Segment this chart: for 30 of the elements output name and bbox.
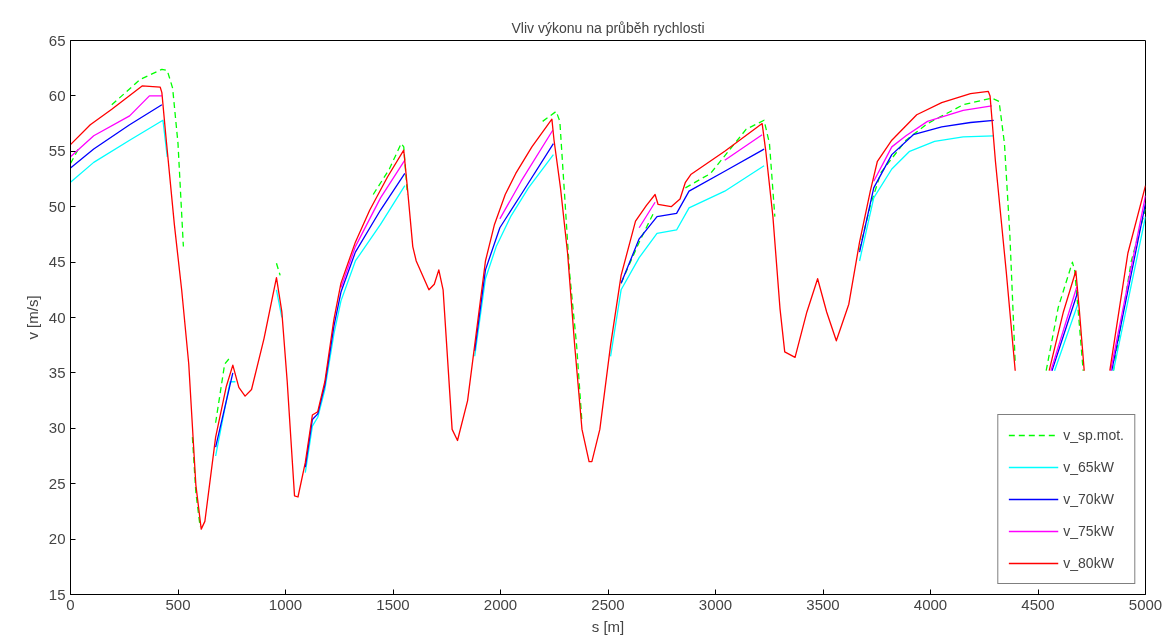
y-tick-label: 20 (48, 530, 66, 548)
x-tick-label: 0 (66, 595, 75, 613)
x-tick-label: 3000 (698, 595, 733, 613)
legend-label: v_80kW (1063, 555, 1114, 571)
legend-label: v_70kW (1063, 491, 1114, 507)
x-tick-label: 1500 (376, 595, 410, 613)
x-tick-label: 3500 (806, 595, 840, 613)
legend-label: v_75kW (1063, 523, 1114, 539)
x-axis-title: s [m] (591, 617, 625, 635)
x-tick-label: 4000 (913, 595, 948, 613)
chart-title: Vliv výkonu na průběh rychlosti (511, 19, 705, 36)
x-tick-label: 4500 (1021, 595, 1055, 613)
legend-label: v_65kW (1063, 459, 1114, 475)
y-tick-label: 45 (48, 253, 66, 271)
legend-label: v_sp.mot. (1063, 427, 1124, 443)
y-tick-label: 30 (48, 419, 66, 437)
x-tick-label: 500 (165, 595, 191, 613)
y-tick-label: 55 (48, 142, 66, 160)
y-tick-label: 50 (48, 197, 66, 215)
x-tick-label: 2500 (591, 595, 625, 613)
y-tick-label: 25 (48, 474, 66, 492)
y-tick-label: 35 (48, 363, 66, 381)
x-tick-label: 5000 (1128, 595, 1163, 613)
y-tick-label: 40 (48, 308, 66, 326)
y-tick-label: 65 (48, 31, 66, 49)
y-tick-label: 15 (48, 585, 66, 603)
y-axis-title: v [m/s] (23, 295, 41, 340)
x-tick-label: 1000 (268, 595, 303, 613)
x-tick-label: 2000 (483, 595, 518, 613)
y-tick-label: 60 (48, 86, 66, 104)
